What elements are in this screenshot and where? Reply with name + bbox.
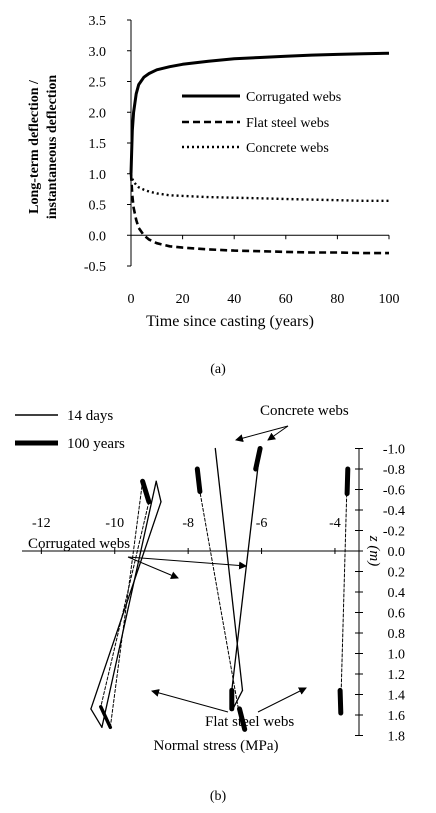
annotation-concrete-webs: Concrete webs (260, 403, 349, 419)
chart-b-y-tick-label: 1.6 (388, 709, 406, 724)
chart-b-y-tick-label: 0.4 (388, 586, 406, 601)
legend-label-corrugated: Corrugated webs (246, 90, 341, 105)
chart-b-y-axis-label: z (m) (366, 535, 382, 566)
corrugated-14d-flange (155, 480, 162, 503)
chart-a-series-line-solid (129, 51, 390, 174)
chart-b-y-tick-label: 0.8 (388, 627, 406, 642)
chart-a-y-tick-labels: -0.5 0.0 0.5 1.0 1.5 2.0 2.5 3.0 3.5 (84, 14, 106, 275)
annotation-arrow (235, 425, 289, 443)
chart-a-x-tick-label: 40 (227, 292, 241, 307)
chart-b-x-tick-label: -12 (32, 516, 51, 531)
chart-a-x-tick-label: 0 (128, 292, 135, 307)
concrete-14d-web (214, 447, 244, 692)
corrugated-100y-flange (140, 478, 152, 505)
chart-b-y-tick-label: 0.0 (388, 545, 406, 560)
annotation-arrow (257, 687, 307, 713)
chart-a-x-tick-label: 20 (176, 292, 190, 307)
annotation-arrow (151, 689, 229, 713)
chart-a-y-tick-label: -0.5 (84, 260, 106, 275)
chart-a-y-tick-label: 3.5 (89, 14, 107, 29)
chart-a-x-tick-label: 80 (330, 292, 344, 307)
chart-a-series-line-dotted (129, 173, 389, 203)
chart-a-series (129, 51, 390, 255)
chart-b-y-tick-label: -0.6 (383, 484, 405, 499)
chart-b-axes (22, 448, 363, 736)
chart-b-y-tick-label: 0.2 (388, 566, 406, 581)
chart-b-y-tick-label: 0.6 (388, 607, 406, 622)
chart-b-y-tick-label: -0.8 (383, 463, 405, 478)
chart-b-legend: 14 days 100 years (15, 408, 125, 452)
chart-b-x-tick-label: -10 (105, 516, 124, 531)
chart-b-x-tick-labels: -12 -10 -8 -6 -4 (32, 516, 341, 531)
chart-a-legend: Corrugated webs Flat steel webs Concrete… (182, 90, 341, 156)
chart-b-y-tick-label: 1.8 (388, 730, 406, 745)
annotation-arrow (127, 556, 179, 579)
chart-b-y-tick-label: -0.4 (383, 504, 405, 519)
concrete-100y-web (231, 447, 261, 692)
chart-a: -0.5 0.0 0.5 1.0 1.5 2.0 2.5 3.0 3.5 0 20 40 60 80 10… (27, 14, 400, 377)
flat-steel-100y-flange (237, 706, 248, 732)
corrugated-100y-web (100, 501, 150, 708)
flat-steel-100y-flange (344, 466, 351, 497)
concrete-14d-web (232, 689, 244, 710)
legend-label-14-days: 14 days (67, 408, 113, 424)
chart-a-caption: (a) (210, 362, 226, 377)
chart-a-x-tick-label: 60 (279, 292, 293, 307)
chart-b: -1.0 -0.8 -0.6 -0.4 -0.2 0.0 0.2 0.4 0.6 0.8 1.0 1.… (15, 403, 405, 804)
chart-b-y-tick-label: 1.0 (388, 648, 406, 663)
legend-label-100-years: 100 years (67, 436, 125, 452)
corrugated-100y-web (109, 480, 144, 728)
chart-a-x-tick-label: 100 (379, 292, 400, 307)
flat-steel-14d-web (195, 468, 239, 710)
chart-a-y-axis-label: Long-term deflection / (27, 79, 42, 214)
chart-b-y-tick-labels: -1.0 -0.8 -0.6 -0.4 -0.2 0.0 0.2 0.4 0.6 0.8 1.0 1.… (383, 443, 405, 745)
chart-b-y-tick-label: 1.4 (388, 689, 406, 704)
chart-a-y-tick-label: 3.0 (89, 45, 107, 60)
corrugated-14d-flange (90, 708, 103, 728)
chart-b-caption: (b) (210, 789, 227, 804)
chart-b-y-tick-label: 1.2 (388, 668, 406, 683)
corrugated-14d-web (101, 480, 157, 728)
chart-b-annotations: Concrete webs Corrugated webs Flat steel… (28, 403, 349, 730)
chart-b-x-tick-label: -8 (182, 516, 194, 531)
chart-b-series (90, 446, 351, 732)
annotation-arrow (127, 556, 247, 570)
annotation-corrugated-webs: Corrugated webs (28, 536, 130, 552)
chart-b-y-tick-label: -1.0 (383, 443, 405, 458)
chart-b-x-tick-label: -4 (329, 516, 341, 531)
chart-a-y-tick-label: 2.5 (89, 76, 107, 91)
chart-a-x-tick-labels: 0 20 40 60 80 100 (128, 292, 400, 307)
chart-b-x-axis-label: Normal stress (MPa) (154, 738, 279, 754)
chart-a-y-tick-label: 1.5 (89, 137, 107, 152)
chart-a-series-line-dashed (129, 173, 389, 255)
flat-steel-100y-flange (337, 687, 344, 716)
legend-label-concrete: Concrete webs (246, 141, 329, 156)
chart-a-y-tick-label: 0.0 (89, 229, 107, 244)
chart-a-y-tick-label: 1.0 (89, 168, 107, 183)
flat-steel-100y-flange (194, 466, 203, 495)
chart-b-x-tick-label: -6 (256, 516, 268, 531)
chart-a-x-axis-label: Time since casting (years) (146, 313, 314, 330)
annotation-arrow (267, 425, 289, 441)
chart-a-y-axis-label: instantaneous deflection (45, 75, 60, 220)
chart-b-y-tick-label: -0.2 (383, 525, 405, 540)
chart-a-y-tick-label: 2.0 (89, 106, 107, 121)
corrugated-100y-flange (99, 705, 113, 730)
annotation-flat-steel-webs: Flat steel webs (205, 714, 294, 730)
chart-a-y-tick-label: 0.5 (89, 199, 107, 214)
flat-steel-14d-web (340, 468, 348, 691)
legend-label-flat-steel: Flat steel webs (246, 116, 329, 131)
